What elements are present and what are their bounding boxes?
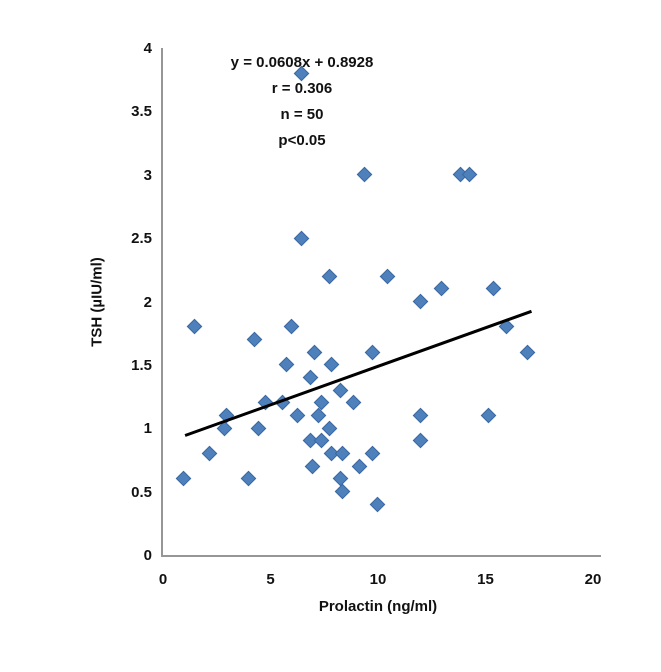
- data-point: [332, 382, 349, 398]
- data-point: [321, 420, 338, 437]
- data-point: [481, 407, 497, 424]
- data-point: [313, 395, 329, 411]
- data-point: [283, 319, 299, 335]
- y-axis-title: TSH (µIU/ml): [88, 257, 106, 347]
- data-point: [334, 483, 351, 500]
- y-tick-label: 3: [143, 166, 152, 184]
- data-point: [306, 344, 323, 360]
- y-tick-label: 1: [143, 420, 152, 438]
- regression-annotation: y = 0.0608x + 0.8928 r = 0.306 n = 50 p<…: [231, 50, 374, 154]
- y-tick-label: 0.5: [131, 483, 152, 501]
- x-tick-label: 15: [477, 571, 494, 588]
- data-point: [519, 344, 536, 360]
- data-point: [364, 344, 381, 360]
- annotation-r-value: r = 0.306: [271, 80, 333, 97]
- data-point: [412, 433, 428, 449]
- data-point: [334, 445, 351, 462]
- x-tick-label: 0: [158, 571, 168, 588]
- y-tick-label: 2.5: [131, 230, 152, 248]
- annotation-p-value: p<0.05: [278, 132, 326, 149]
- data-point: [412, 407, 428, 424]
- y-tick-label: 2: [143, 293, 152, 311]
- x-tick-label: 20: [584, 571, 602, 588]
- y-tick-label: 1.5: [131, 356, 152, 374]
- data-point: [313, 433, 329, 449]
- data-point: [246, 331, 263, 348]
- annotation-equation: y = 0.0608x + 0.8928: [230, 54, 374, 71]
- annotation-n-value: n = 50: [280, 106, 324, 123]
- data-point: [240, 471, 256, 487]
- data-point: [186, 319, 203, 335]
- data-point: [485, 281, 501, 297]
- data-point: [321, 268, 338, 284]
- x-axis-line: [161, 555, 601, 557]
- x-tick-label: 5: [266, 571, 275, 588]
- data-point: [201, 445, 218, 462]
- data-point: [175, 471, 192, 487]
- data-point: [302, 369, 319, 386]
- data-point: [433, 281, 450, 297]
- data-point: [293, 230, 310, 246]
- data-point: [289, 407, 306, 424]
- data-point: [379, 268, 396, 284]
- data-point: [345, 395, 362, 411]
- data-point: [356, 166, 372, 183]
- trendline: [184, 309, 532, 437]
- data-point: [324, 357, 340, 373]
- data-point: [412, 293, 428, 310]
- x-tick-label: 10: [369, 571, 387, 588]
- x-axis-title: Prolactin (ng/ml): [318, 598, 438, 615]
- y-axis-line: [161, 48, 163, 557]
- y-tick-label: 0: [143, 547, 152, 564]
- data-point: [369, 496, 385, 513]
- data-point: [311, 407, 327, 424]
- data-point: [364, 445, 381, 462]
- data-point: [352, 458, 368, 475]
- data-point: [278, 357, 295, 373]
- y-tick-label: 4: [143, 40, 152, 57]
- y-tick-label: 3.5: [131, 103, 152, 121]
- data-point: [250, 420, 267, 437]
- data-point: [304, 458, 321, 475]
